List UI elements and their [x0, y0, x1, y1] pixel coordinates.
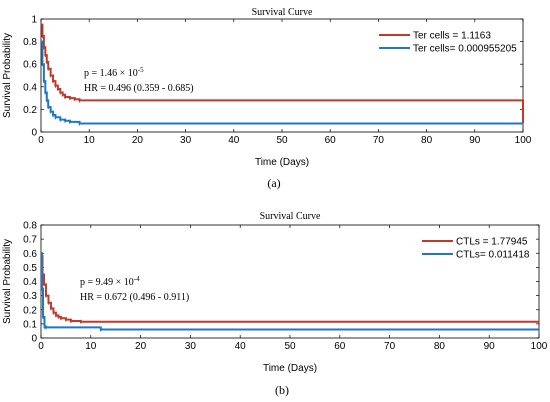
chart-a-annotation: p = 1.46 × 10-5 HR = 0.496 (0.359 - 0.685… — [84, 66, 194, 94]
chart-b-xlabel: Time (Days) — [263, 363, 317, 374]
chart-a-ytick-label: 0 — [31, 128, 37, 139]
chart-b-xtick-label: 100 — [531, 341, 548, 352]
survival-chart-a: 0 10 20 30 40 50 60 70 80 90 100 0 0.2 0.4 0.6 0.8 1 Surv… — [2, 7, 532, 190]
chart-a-xtick-label: 50 — [276, 135, 288, 146]
chart-b-xtick-label: 90 — [484, 341, 496, 352]
chart-a-xtick-label: 70 — [373, 135, 385, 146]
chart-b-xtick-label: 0 — [38, 341, 44, 352]
chart-b-ytick-label: 0 — [31, 334, 37, 345]
chart-b-xtick-label: 70 — [384, 341, 396, 352]
chart-b-ytick-label: 0.2 — [23, 305, 37, 316]
chart-b-ytick-label: 0.7 — [23, 235, 37, 246]
chart-b-title: Survival Curve — [260, 211, 321, 222]
chart-a-xtick-label: 40 — [228, 135, 240, 146]
chart-a-xtick-label: 10 — [84, 135, 96, 146]
chart-b-ytick-label: 0.6 — [23, 249, 37, 260]
chart-b-ytick-label: 0.5 — [23, 263, 37, 274]
chart-a-ylabel: Survival Probability — [2, 33, 13, 118]
chart-b-xtick-label: 50 — [284, 341, 296, 352]
chart-b-annotation: p = 9.49 × 10-4 HR = 0.672 (0.496 - 0.911… — [80, 275, 189, 303]
chart-b-ytick-label: 0.8 — [23, 221, 37, 232]
chart-a-xtick-label: 30 — [180, 135, 192, 146]
chart-b-xtick-label: 40 — [235, 341, 247, 352]
chart-a-xlabel: Time (Days) — [255, 157, 309, 168]
chart-b-xtick-label: 30 — [185, 341, 197, 352]
chart-a-ytick-label: 0.4 — [23, 82, 37, 93]
chart-a-ytick-label: 0.8 — [23, 37, 37, 48]
chart-a-annotation-p: p = 1.46 × 10-5 — [84, 66, 144, 79]
chart-a-xtick-label: 60 — [325, 135, 337, 146]
chart-b-ytick-label: 0.3 — [23, 291, 37, 302]
chart-b-series-1-line — [41, 255, 539, 323]
chart-b-sublabel: (b) — [275, 383, 289, 397]
chart-b-annotation-p: p = 9.49 × 10-4 — [80, 275, 140, 288]
chart-a-ytick-label: 1 — [31, 15, 37, 26]
chart-b-ylabel: Survival Probability — [2, 239, 13, 324]
chart-a-title: Survival Curve — [252, 7, 313, 18]
chart-b-annotation-hr: HR = 0.672 (0.496 - 0.911) — [80, 292, 189, 303]
chart-b-ytick-label: 0.1 — [23, 319, 37, 330]
chart-a-annotation-hr: HR = 0.496 (0.359 - 0.685) — [84, 83, 194, 94]
chart-a-sublabel: (a) — [267, 176, 280, 190]
chart-a-xtick-label: 80 — [421, 135, 433, 146]
chart-b-ytick-label: 0.4 — [23, 277, 37, 288]
chart-b-legend: CTLs = 1.77945 CTLs= 0.011418 — [422, 237, 530, 261]
chart-a-legend-label-1: Ter cells = 1.1163 — [413, 31, 491, 42]
chart-b-xtick-label: 80 — [434, 341, 446, 352]
chart-a-ytick-label: 0.6 — [23, 60, 37, 71]
chart-a-legend: Ter cells = 1.1163 Ter cells= 0.000955205 — [379, 31, 517, 55]
chart-b-xtick-label: 20 — [135, 341, 147, 352]
chart-b-legend-label-1: CTLs = 1.77945 — [456, 237, 528, 248]
chart-a-legend-label-2: Ter cells= 0.000955205 — [413, 44, 517, 55]
chart-b-xtick-label: 10 — [85, 341, 97, 352]
chart-a-xtick-label: 90 — [469, 135, 481, 146]
chart-a-ytick-label: 0.2 — [23, 105, 37, 116]
survival-chart-b: 0 10 20 30 40 50 60 70 80 90 10000.10.20.30.40.50.… — [2, 211, 548, 397]
chart-b-legend-label-2: CTLs= 0.011418 — [456, 250, 530, 261]
chart-b-xtick-label: 60 — [334, 341, 346, 352]
chart-a-xtick-label: 100 — [515, 135, 532, 146]
chart-a-xtick-label: 0 — [38, 135, 44, 146]
chart-a-xtick-label: 20 — [132, 135, 144, 146]
